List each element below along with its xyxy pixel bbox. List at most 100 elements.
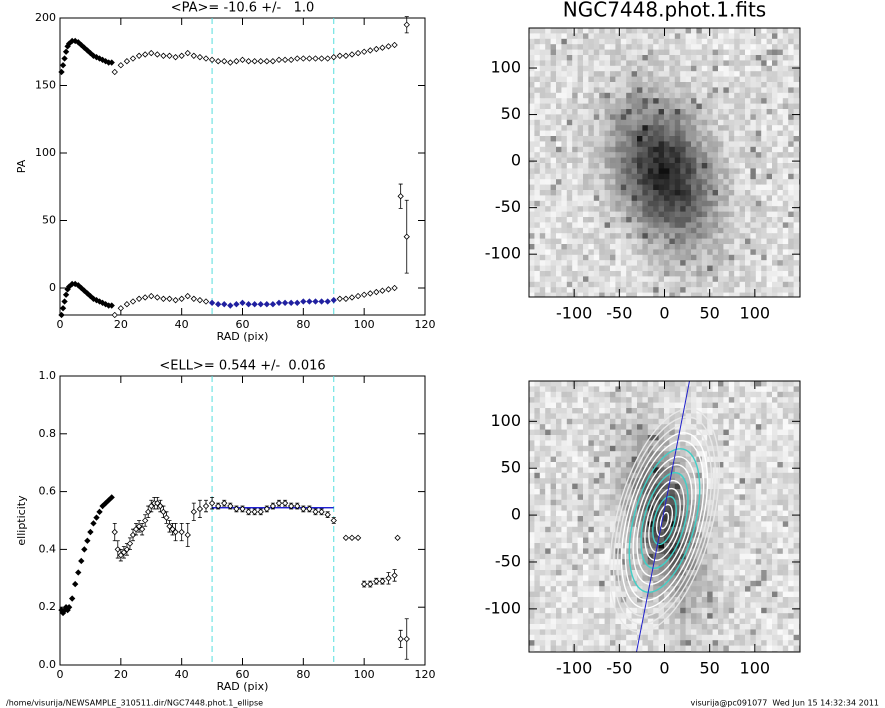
pixel	[718, 265, 724, 272]
pixel	[761, 222, 767, 229]
pixel	[539, 179, 546, 185]
pixel	[664, 440, 670, 447]
pixel	[653, 244, 659, 250]
pixel	[647, 44, 654, 50]
data-point	[361, 291, 368, 298]
pixel	[577, 206, 584, 212]
data-point	[367, 290, 374, 297]
pixel	[782, 222, 789, 229]
pixel	[701, 38, 708, 45]
pixel	[782, 49, 789, 56]
pixel	[539, 505, 546, 511]
pixel	[712, 200, 719, 207]
pixel	[728, 33, 735, 40]
pixel	[545, 537, 551, 544]
pixel	[669, 49, 676, 56]
pixel	[664, 103, 670, 110]
pixel	[750, 60, 757, 67]
pixel	[658, 233, 665, 239]
pixel	[626, 424, 632, 430]
pixel	[550, 456, 557, 463]
pixel	[718, 564, 724, 571]
pixel	[658, 157, 665, 164]
pixel	[620, 65, 627, 72]
pixel	[745, 227, 751, 234]
pixel	[534, 141, 541, 148]
pixel	[739, 71, 746, 77]
pixel	[669, 211, 676, 218]
pixel	[664, 402, 670, 409]
pixel	[599, 87, 605, 94]
pixel	[723, 109, 730, 115]
pixel	[680, 532, 686, 538]
pixel	[604, 233, 611, 239]
data-point	[117, 305, 124, 312]
pixel	[610, 157, 616, 164]
pixel	[610, 548, 616, 555]
pixel	[572, 548, 578, 555]
pixel	[782, 532, 789, 538]
pixel	[696, 456, 703, 463]
pixel	[734, 146, 740, 153]
pixel	[664, 424, 670, 430]
pixel	[593, 71, 600, 77]
pixel	[593, 570, 600, 576]
pixel	[685, 292, 692, 297]
pixel	[599, 227, 605, 234]
pixel	[723, 87, 730, 94]
pixel	[583, 586, 589, 592]
pixel	[604, 467, 611, 474]
pixel	[642, 65, 649, 72]
pixel	[664, 206, 670, 212]
pixel	[696, 467, 703, 474]
pixel	[701, 271, 708, 277]
pixel	[701, 553, 708, 560]
pixel	[534, 249, 541, 256]
pixel	[583, 49, 589, 56]
pixel	[777, 402, 784, 409]
pixel	[766, 82, 773, 88]
pixel	[712, 92, 719, 99]
pixel	[696, 28, 703, 34]
pixel	[593, 244, 600, 250]
pixel	[739, 103, 746, 110]
pixel	[615, 292, 622, 297]
pixel	[658, 136, 665, 142]
pixel	[696, 435, 703, 441]
pixel	[728, 233, 735, 239]
pixel	[734, 543, 740, 549]
pixel	[566, 114, 573, 121]
pixel	[788, 152, 794, 158]
pixel	[707, 206, 713, 212]
pixel	[588, 152, 595, 158]
pixel	[599, 265, 605, 272]
pixel	[766, 168, 773, 175]
pixel	[653, 119, 659, 126]
pixel	[755, 510, 762, 517]
pixel	[615, 227, 622, 234]
pixel	[620, 386, 627, 393]
pixel	[539, 397, 546, 403]
data-point	[129, 531, 137, 539]
pixel	[766, 103, 773, 110]
pixel	[777, 564, 784, 571]
pixel	[788, 76, 794, 83]
pixel	[550, 222, 557, 229]
y-tick-label: 0	[49, 281, 56, 294]
pixel	[539, 429, 546, 436]
pixel	[583, 92, 589, 99]
pixel	[550, 55, 557, 61]
pixel	[745, 483, 751, 490]
pixel	[539, 402, 546, 409]
pixel	[637, 510, 643, 517]
pixel	[572, 276, 578, 283]
pixel	[588, 260, 595, 266]
pixel	[685, 222, 692, 229]
data-point	[318, 298, 325, 305]
pixel	[550, 168, 557, 175]
pixel	[577, 532, 584, 538]
pixel	[685, 195, 692, 202]
data-point	[61, 55, 68, 62]
pixel	[631, 402, 638, 409]
pixel	[712, 276, 719, 283]
